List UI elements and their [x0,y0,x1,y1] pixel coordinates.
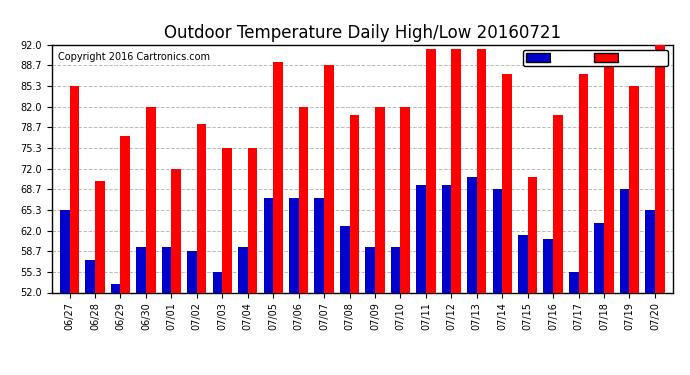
Bar [222,148,232,292]
Bar [264,198,273,292]
Bar [197,124,206,292]
Bar [136,248,146,292]
Bar [528,177,538,292]
Bar [467,177,477,292]
Bar [391,248,400,292]
Bar [451,50,461,292]
Bar [544,238,553,292]
Bar [60,210,70,292]
Bar [594,223,604,292]
Bar [375,107,384,292]
Bar [426,50,435,292]
Bar [579,74,589,292]
Bar [213,272,222,292]
Bar [324,65,334,292]
Title: Outdoor Temperature Daily High/Low 20160721: Outdoor Temperature Daily High/Low 20160… [164,24,561,42]
Bar [365,248,375,292]
Bar [416,186,426,292]
Bar [493,189,502,292]
Bar [400,107,410,292]
Bar [146,107,155,292]
Bar [350,115,359,292]
Bar [161,248,171,292]
Bar [248,148,257,292]
Bar [553,115,563,292]
Bar [70,87,79,292]
Bar [655,45,664,292]
Bar [238,248,248,292]
Bar [121,136,130,292]
Bar [569,272,579,292]
Bar [442,186,451,292]
Bar [340,226,350,292]
Bar [502,74,512,292]
Bar [604,62,613,292]
Bar [629,87,639,292]
Bar [95,181,105,292]
Bar [477,50,486,292]
Bar [171,169,181,292]
Bar [111,285,121,292]
Bar [289,198,299,292]
Bar [299,107,308,292]
Bar [620,189,629,292]
Bar [518,235,528,292]
Bar [315,198,324,292]
Bar [645,210,655,292]
Bar [86,260,95,292]
Bar [273,62,283,292]
Legend: Low  (°F), High  (°F): Low (°F), High (°F) [523,50,668,66]
Bar [187,251,197,292]
Text: Copyright 2016 Cartronics.com: Copyright 2016 Cartronics.com [58,53,210,62]
